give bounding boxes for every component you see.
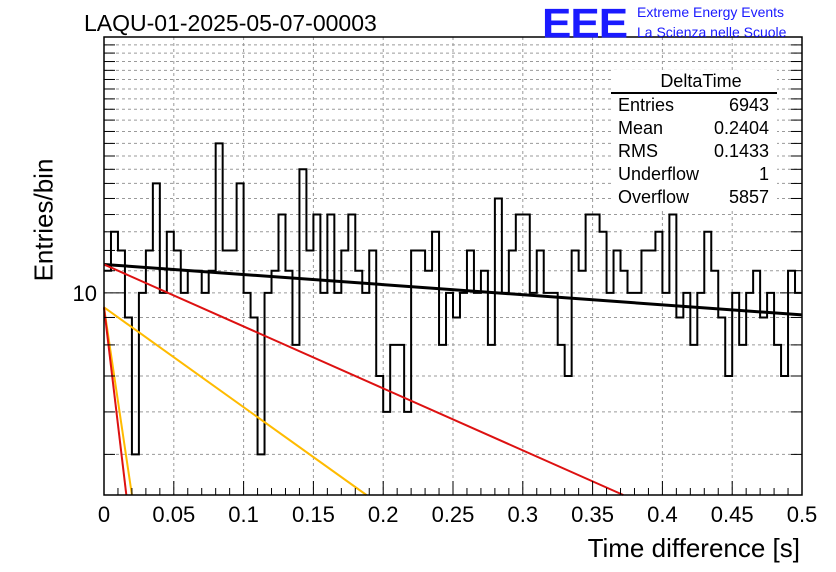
x-tick-label: 0.5 [787, 502, 818, 527]
y-tick-labels: 10 [73, 281, 97, 306]
x-tick-label: 0.3 [508, 502, 539, 527]
fit-curve-3 [103, 306, 368, 496]
stats-box: DeltaTime Entries 6943 Mean 0.2404 RMS 0… [611, 70, 777, 209]
stats-value: 1 [758, 164, 769, 184]
fit-curves-layer [103, 262, 803, 496]
stats-divider [611, 92, 777, 94]
stats-value: 0.2404 [713, 118, 769, 138]
eee-logo: EEE [542, 0, 628, 47]
x-tick-label: 0.25 [432, 502, 475, 527]
x-tick-label: 0.15 [292, 502, 335, 527]
stats-label: RMS [618, 141, 658, 161]
x-tick-label: 0.35 [571, 502, 614, 527]
chart-title: LAQU-01-2025-05-07-00003 [84, 10, 377, 36]
stats-row-underflow: Underflow 1 [611, 163, 777, 186]
fit-curve-1 [103, 262, 803, 317]
histogram-steps [104, 142, 802, 456]
x-tick-label: 0.4 [647, 502, 678, 527]
fit-curve-2 [103, 263, 624, 496]
x-tick-labels: 0 0.05 0.1 0.15 0.2 0.25 0.3 0.35 0.4 0.45 0.5 [98, 502, 817, 527]
stats-value: 6943 [728, 95, 769, 115]
stats-row-mean: Mean 0.2404 [611, 117, 777, 140]
y-axis-label: Entries/bin [28, 158, 59, 282]
stats-row-rms: RMS 0.1433 [611, 140, 777, 163]
grid-lines [103, 36, 803, 495]
x-tick-label: 0.05 [152, 502, 195, 527]
stats-value: 0.1433 [713, 141, 769, 161]
histogram-layer [104, 142, 802, 456]
stats-label: Underflow [618, 164, 700, 184]
stats-label: Overflow [618, 187, 690, 207]
axis-ticks [103, 36, 803, 495]
stats-title: DeltaTime [660, 71, 742, 91]
stats-row-overflow: Overflow 5857 [611, 186, 777, 209]
x-tick-label: 0.45 [711, 502, 754, 527]
logo-line-2: La Scienza nelle Scuole [637, 24, 787, 40]
stats-value: 5857 [728, 187, 769, 207]
stats-label: Entries [618, 95, 675, 115]
logo-line-1: Extreme Energy Events [637, 4, 785, 20]
fit-curve-5 [103, 307, 128, 496]
x-tick-label: 0 [98, 502, 110, 527]
x-tick-label: 0.1 [228, 502, 259, 527]
stats-label: Mean [618, 118, 664, 138]
y-tick-label: 10 [73, 281, 97, 306]
x-axis-label: Time difference [s] [587, 533, 800, 563]
stats-row-entries: Entries 6943 [611, 94, 777, 117]
x-tick-label: 0.2 [368, 502, 399, 527]
